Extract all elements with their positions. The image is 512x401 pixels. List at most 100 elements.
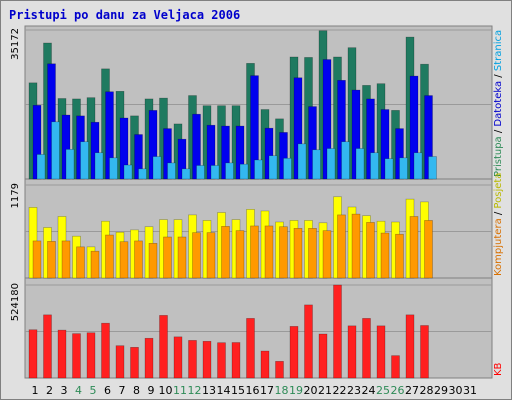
bar	[138, 168, 147, 180]
bar	[173, 336, 183, 379]
bar	[395, 233, 404, 279]
bar	[264, 225, 274, 279]
bar	[72, 333, 81, 379]
bar	[370, 152, 379, 180]
side-label-part: Kompjutera	[493, 218, 504, 276]
day-label: 14	[217, 384, 231, 397]
day-label: 9	[148, 384, 155, 397]
side-label-part: /	[493, 71, 504, 81]
day-label: 8	[133, 384, 140, 397]
bar	[268, 155, 278, 180]
bar	[239, 163, 249, 180]
bar	[322, 230, 332, 279]
bar	[391, 355, 400, 379]
day-label: 19	[289, 384, 303, 397]
bar	[420, 325, 429, 379]
day-label: 29	[434, 384, 448, 397]
bar	[250, 225, 259, 279]
bar	[177, 236, 187, 279]
bar	[413, 152, 423, 180]
bar	[297, 143, 307, 180]
bar	[246, 318, 255, 379]
bar	[51, 121, 60, 180]
bar	[28, 329, 38, 379]
panel-side-label: KB	[493, 362, 504, 376]
bar	[115, 345, 125, 379]
day-label: 25	[376, 384, 390, 397]
day-label: 28	[420, 384, 434, 397]
bar	[308, 228, 317, 279]
bar	[312, 149, 321, 180]
day-label: 27	[405, 384, 419, 397]
side-label-part: Stranica	[493, 30, 504, 71]
bar	[210, 165, 220, 180]
bar	[409, 216, 419, 279]
side-label-part: Pristupa	[493, 136, 504, 177]
bar	[57, 329, 67, 379]
bar	[341, 141, 350, 180]
day-label: 20	[304, 384, 318, 397]
bar	[221, 226, 230, 279]
day-label: 15	[231, 384, 245, 397]
bar	[36, 154, 46, 180]
chart-title: Pristupi po danu za Veljaca 2006	[9, 8, 240, 22]
bar	[225, 162, 234, 180]
bar	[326, 148, 336, 180]
day-label: 23	[347, 384, 361, 397]
day-label: 2	[46, 384, 53, 397]
bar	[47, 241, 56, 279]
panel-max-label: 524180	[10, 283, 21, 321]
bar	[235, 230, 245, 279]
bar	[293, 228, 303, 279]
panel-side-label: Pristupa / Datoteka / Stranica	[493, 30, 504, 177]
panel-max-label: 35172	[10, 28, 21, 60]
bar	[188, 340, 197, 379]
bar	[376, 325, 386, 379]
bar	[260, 350, 270, 379]
bar	[318, 333, 328, 379]
bar	[380, 232, 390, 279]
bar	[337, 214, 346, 279]
day-label: 13	[202, 384, 216, 397]
bar	[32, 240, 42, 279]
day-label: 11	[173, 384, 187, 397]
bar	[65, 149, 75, 180]
bar	[159, 315, 168, 379]
side-label-part: Posjeta	[493, 173, 504, 209]
day-label: 21	[318, 384, 332, 397]
bar	[428, 156, 437, 180]
day-label: 31	[463, 384, 477, 397]
bar	[202, 340, 212, 379]
bar	[231, 342, 241, 379]
bar	[355, 148, 365, 180]
bar	[105, 234, 114, 279]
panel-max-label: 1179	[10, 183, 21, 208]
side-label-part: Datoteka	[493, 81, 504, 127]
bar	[275, 361, 284, 379]
day-label: 5	[90, 384, 97, 397]
bar	[279, 226, 288, 279]
side-label-part: /	[493, 127, 504, 137]
bar	[333, 284, 342, 379]
day-label: 26	[391, 384, 405, 397]
bar	[80, 141, 89, 180]
bar	[366, 222, 375, 279]
bar	[148, 242, 158, 279]
bar	[217, 342, 226, 379]
bar	[304, 304, 313, 379]
side-label-part: KB	[493, 362, 504, 376]
day-label: 3	[61, 384, 68, 397]
bar	[283, 157, 292, 180]
bar	[134, 240, 143, 279]
bar	[196, 165, 205, 180]
bar	[123, 164, 133, 180]
bar	[86, 332, 96, 379]
bar	[101, 322, 110, 379]
bar	[181, 168, 191, 180]
bar	[61, 240, 71, 279]
bar	[90, 250, 100, 279]
day-label: 6	[104, 384, 111, 397]
bar	[424, 220, 433, 279]
